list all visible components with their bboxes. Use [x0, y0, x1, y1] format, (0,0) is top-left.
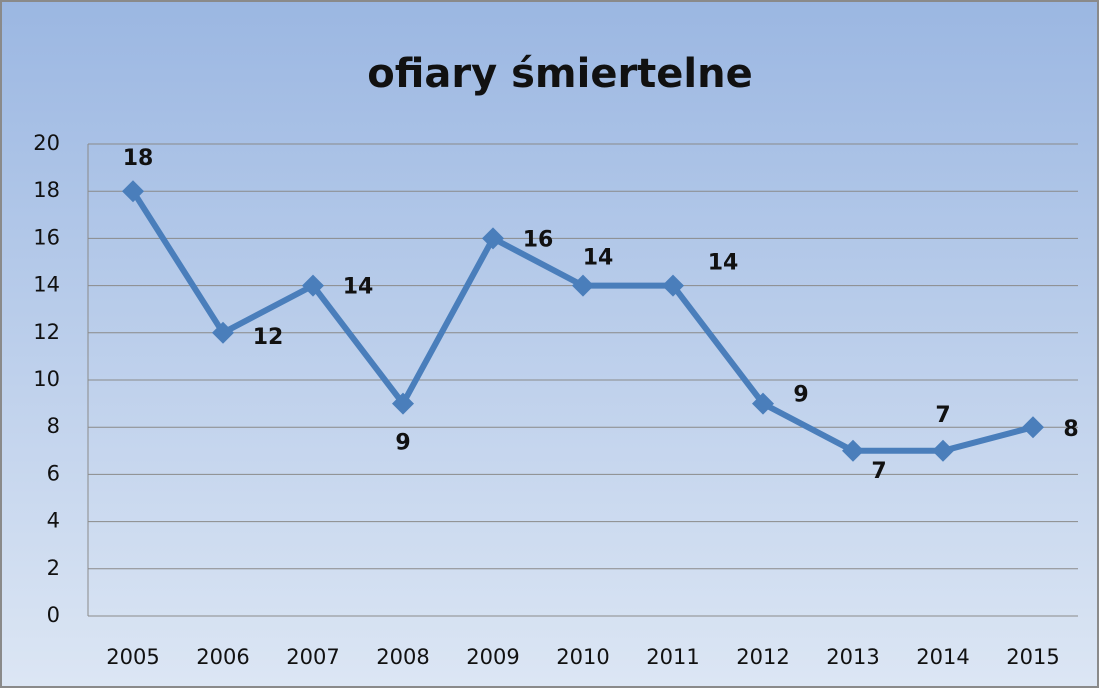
y-tick-label: 14	[33, 273, 60, 297]
x-tick-label: 2008	[376, 645, 429, 669]
y-tick-label: 8	[47, 414, 60, 438]
x-tick-label: 2007	[286, 645, 339, 669]
data-label: 12	[253, 325, 284, 350]
y-tick-label: 6	[47, 461, 60, 485]
x-tick-label: 2015	[1006, 645, 1059, 669]
x-tick-label: 2011	[646, 645, 699, 669]
data-label: 18	[123, 146, 154, 171]
x-tick-label: 2010	[556, 645, 609, 669]
data-label: 14	[583, 246, 614, 271]
data-label: 7	[871, 459, 886, 484]
data-label: 14	[343, 275, 374, 300]
data-marker	[932, 439, 954, 462]
data-marker	[752, 392, 774, 415]
x-tick-label: 2005	[106, 645, 159, 669]
data-label: 8	[1063, 417, 1078, 442]
data-label: 9	[793, 383, 808, 408]
y-tick-label: 12	[33, 320, 60, 344]
data-label: 16	[523, 227, 554, 252]
x-tick-label: 2013	[826, 645, 879, 669]
y-tick-label: 16	[33, 225, 60, 249]
data-marker	[482, 227, 504, 250]
data-marker	[302, 274, 324, 297]
data-marker	[842, 439, 864, 462]
data-marker	[662, 274, 684, 297]
x-tick-label: 2006	[196, 645, 249, 669]
x-tick-label: 2009	[466, 645, 519, 669]
data-marker	[122, 180, 144, 203]
y-tick-label: 4	[47, 509, 60, 533]
data-marker	[212, 321, 234, 344]
x-tick-label: 2014	[916, 645, 969, 669]
data-marker	[572, 274, 594, 297]
data-label: 9	[395, 431, 410, 456]
chart-title: ofiary śmiertelne	[367, 51, 752, 97]
y-tick-label: 2	[47, 556, 60, 580]
y-tick-label: 18	[33, 178, 60, 202]
y-tick-label: 20	[33, 131, 60, 155]
y-tick-label: 0	[47, 603, 60, 627]
y-tick-label: 10	[33, 367, 60, 391]
data-label: 7	[935, 403, 950, 428]
data-marker	[392, 392, 414, 415]
data-label: 14	[708, 251, 739, 276]
x-tick-label: 2012	[736, 645, 789, 669]
data-marker	[1022, 416, 1044, 439]
